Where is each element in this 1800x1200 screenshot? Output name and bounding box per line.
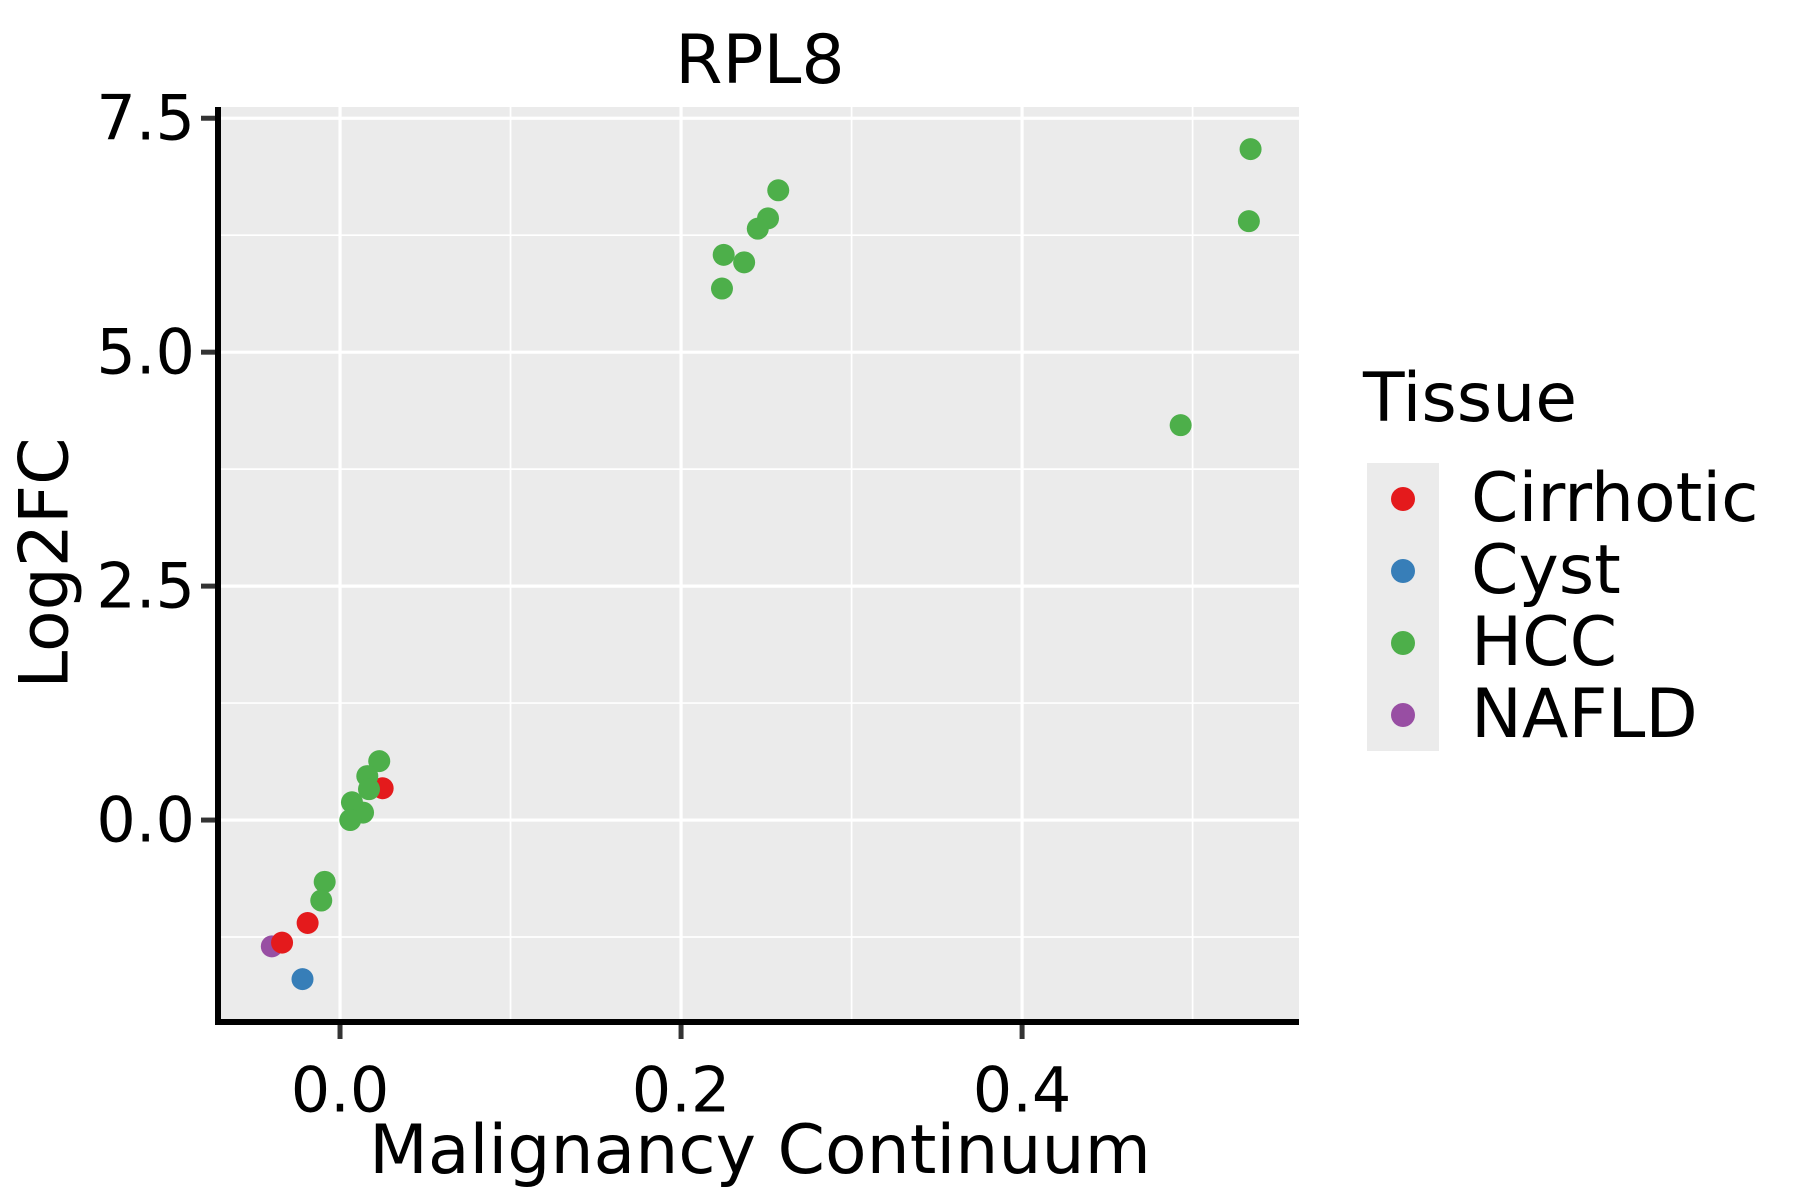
legend-title: Tissue	[1363, 359, 1578, 438]
y-tick-label: 5.0	[96, 316, 195, 389]
y-tick-label: 7.5	[96, 82, 195, 155]
point-hcc	[368, 750, 391, 773]
legend-item-nafld: NAFLD	[1367, 674, 1759, 754]
legend-dot-cyst	[1391, 558, 1415, 583]
point-hcc	[310, 889, 333, 912]
x-tick-label: 0.0	[291, 1053, 390, 1126]
point-hcc	[710, 277, 733, 300]
legend-label-cyst: Cyst	[1471, 530, 1621, 610]
x-tick-label: 0.2	[632, 1053, 731, 1126]
legend-key-cyst	[1367, 534, 1439, 607]
point-hcc	[313, 870, 336, 893]
point-cyst	[291, 968, 314, 991]
x-axis-title: Malignancy Continuum	[369, 1111, 1151, 1190]
y-axis-title-text: Log2FC	[6, 437, 86, 689]
point-hcc	[1169, 414, 1192, 437]
legend-item-cyst: Cyst	[1367, 530, 1759, 610]
x-tick-label: 0.4	[973, 1053, 1072, 1126]
legend-dot-nafld	[1391, 702, 1415, 727]
point-cirrhotic	[296, 911, 319, 934]
point-hcc	[767, 179, 790, 202]
point-hcc	[358, 778, 381, 801]
point-cirrhotic	[271, 931, 294, 954]
y-tick-label: 2.5	[96, 550, 195, 623]
legend-item-cirrhotic: Cirrhotic	[1367, 458, 1759, 538]
legend: Tissue Cirrhotic Cyst HCC	[1363, 359, 1759, 754]
plot-title: RPL8	[675, 21, 845, 100]
legend-key-nafld	[1367, 678, 1439, 751]
point-hcc	[733, 251, 756, 274]
point-hcc	[1237, 210, 1260, 233]
legend-label-nafld: NAFLD	[1471, 674, 1698, 754]
y-tick-label: 0.0	[96, 784, 195, 857]
legend-dot-hcc	[1391, 630, 1415, 655]
legend-key-hcc	[1367, 606, 1439, 679]
panel-background	[221, 107, 1299, 1019]
legend-items: Cirrhotic Cyst HCC NAFLD	[1367, 458, 1759, 754]
legend-dot-cirrhotic	[1391, 486, 1415, 511]
point-hcc	[340, 791, 363, 814]
point-hcc	[746, 217, 769, 240]
point-hcc	[339, 809, 362, 832]
legend-item-hcc: HCC	[1367, 602, 1759, 682]
point-hcc	[712, 243, 735, 266]
point-hcc	[1239, 138, 1262, 161]
legend-key-cirrhotic	[1367, 462, 1439, 535]
legend-label-hcc: HCC	[1471, 602, 1618, 682]
legend-label-cirrhotic: Cirrhotic	[1471, 458, 1759, 538]
